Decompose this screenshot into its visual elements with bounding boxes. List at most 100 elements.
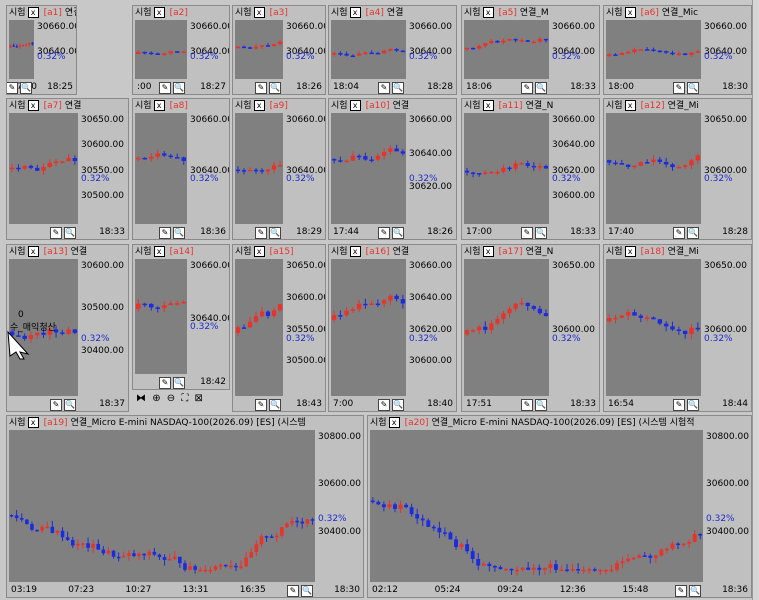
close-icon[interactable]: x [153,246,165,257]
candlestick-plot[interactable] [331,259,406,396]
pencil-icon[interactable]: ✎ [255,227,267,239]
close-icon[interactable]: x [27,100,39,111]
candlestick-plot[interactable] [370,430,703,582]
close-icon[interactable]: x [153,100,165,111]
close-icon[interactable]: x [482,246,494,257]
magnifier-icon[interactable]: 🔍 [173,82,185,94]
pencil-icon[interactable]: ✎ [378,227,390,239]
chart-pane-a11[interactable]: 시험 x [a11] 연결_N 30660.00 30640.00 30620.00 3060… [461,98,600,240]
pencil-icon[interactable]: ✎ [378,399,390,411]
pencil-icon[interactable]: ✎ [159,377,171,389]
close-icon[interactable]: x [388,417,400,428]
chart-pane-a16[interactable]: 시험 x [a16] 연결 30660.00 30640.00 30620.00 30600.… [328,244,457,412]
close-icon[interactable]: x [624,246,636,257]
magnifier-icon[interactable]: 🔍 [173,377,185,389]
candlestick-plot[interactable] [606,259,701,396]
pencil-icon[interactable]: ✎ [378,82,390,94]
close-icon[interactable]: x [27,417,39,428]
pencil-icon[interactable]: ✎ [673,227,685,239]
candlestick-plot[interactable] [135,20,187,79]
magnifier-icon[interactable]: 🔍 [392,227,404,239]
pencil-icon[interactable]: ✎ [50,227,62,239]
magnifier-icon[interactable]: 🔍 [301,585,313,597]
magnifier-icon[interactable]: 🔍 [173,227,185,239]
close-icon[interactable]: x [153,7,165,18]
chart-pane-a7[interactable]: 시험 x [a7] 연결 30650.00 30600.00 30550.00 30500.0… [6,98,129,240]
chart-pane-a13[interactable]: 시험 x [a13] 연결 30600.00 30500.00 30400.00 0.32% 1… [6,244,129,412]
pencil-icon[interactable]: ✎ [521,399,533,411]
close-icon[interactable]: x [482,7,494,18]
close-icon[interactable]: x [27,7,39,18]
candlestick-plot[interactable] [9,20,34,79]
close-icon[interactable]: x [482,100,494,111]
magnifier-icon[interactable]: 🔍 [687,399,699,411]
magnifier-icon[interactable]: 🔍 [535,399,547,411]
chart-pane-a1[interactable]: 시험x[a1]연결30660.0030640.000.32%17:3018:25… [6,5,77,95]
magnifier-icon[interactable]: 🔍 [269,227,281,239]
candlestick-plot[interactable] [9,430,315,582]
zoom-in-icon[interactable]: ⊕ [152,393,161,404]
candlestick-plot[interactable] [9,113,78,224]
chart-pane-a6[interactable]: 시험 x [a6] 연결_Mic 30660.00 30640.00 0.32% 18:00 1… [603,5,752,95]
pencil-icon[interactable]: ✎ [521,227,533,239]
candlestick-plot[interactable] [135,113,187,224]
chart-pane-a12[interactable]: 시험 x [a12] 연결_Mi 30650.00 30600.00 0.32% 17:40 1… [603,98,752,240]
chart-pane-a10[interactable]: 시험 x [a10] 연결 30660.00 30640.00 30620.00 0.32% 1… [328,98,457,240]
close-icon[interactable]: x [349,7,361,18]
close-icon[interactable]: x [27,246,39,257]
candlestick-plot[interactable] [235,20,283,79]
close-icon[interactable]: x [349,100,361,111]
close-icon[interactable]: x [253,246,265,257]
close-icon[interactable]: x [624,100,636,111]
chart-pane-a14[interactable]: 시험 x [a14] 30660.00 30640.00 0.32% 18:42 ✎ 🔍 [132,244,230,390]
close-icon[interactable]: x [253,7,265,18]
chart-pane-a19[interactable]: 시험 x [a19] 연결_Micro E-mini NASDAQ-100(2026.… [6,415,364,598]
pencil-icon[interactable]: ✎ [255,399,267,411]
chart-pane-a17[interactable]: 시험 x [a17] 연결_N 30650.00 30600.00 0.32% 17:51 18… [461,244,600,412]
candlestick-plot[interactable] [235,113,283,224]
candlestick-plot[interactable] [135,259,187,374]
close-icon[interactable]: x [253,100,265,111]
pencil-icon[interactable]: ✎ [50,399,62,411]
pencil-icon[interactable]: ✎ [521,82,533,94]
magnifier-icon[interactable]: 🔍 [64,399,76,411]
magnifier-icon[interactable]: 🔍 [269,82,281,94]
candlestick-plot[interactable] [331,20,406,79]
pencil-icon[interactable]: ✎ [675,585,687,597]
close-icon[interactable]: x [349,246,361,257]
chart-pane-a9[interactable]: 시험 x [a9] 30660.00 30640.00 0.32% 18:29 ✎ 🔍 [232,98,326,240]
candlestick-plot[interactable] [464,259,549,396]
candlestick-plot[interactable] [606,20,701,79]
candlestick-plot[interactable] [464,20,549,79]
chart-pane-a8[interactable]: 시험 x [a8] 30660.00 30640.00 0.32% 18:36 ✎ 🔍 [132,98,230,240]
fit-icon[interactable]: ⛶ [181,393,189,404]
pencil-icon[interactable]: ✎ [673,82,685,94]
magnifier-icon[interactable]: 🔍 [689,585,701,597]
chart-pane-a4[interactable]: 시험 x [a4] 연결 30660.00 30640.00 0.32% 18:04 18:28… [328,5,457,95]
magnifier-icon[interactable]: 🔍 [392,399,404,411]
chart-pane-a3[interactable]: 시험 x [a3] 30660.00 30640.00 0.32% 18:26 ✎ 🔍 [232,5,326,95]
magnifier-icon[interactable]: 🔍 [64,227,76,239]
chart-pane-a18[interactable]: 시험 x [a18] 연결_Mi 30650.00 30600.00 0.32% 16:54 1… [603,244,752,412]
chart-pane-a15[interactable]: 시험 x [a15] 30650.00 30600.00 30550.00 30500.00… [232,244,326,412]
close-icon[interactable]: x [624,7,636,18]
magnifier-icon[interactable]: 🔍 [392,82,404,94]
chart-pane-a2[interactable]: 시험 x [a2] 30660.00 30640.00 0.32%:00 18:27 ✎ 🔍 [132,5,230,95]
pencil-icon[interactable]: ✎ [255,82,267,94]
candlestick-plot[interactable] [331,113,406,224]
candlestick-plot[interactable] [606,113,701,224]
candlestick-plot[interactable] [464,113,549,224]
magnifier-icon[interactable]: 🔍 [535,82,547,94]
zoom-out-icon[interactable]: ⊖ [166,393,176,404]
magnifier-icon[interactable]: 🔍 [535,227,547,239]
split-icon[interactable]: ⧓ [136,393,146,404]
chart-pane-a20[interactable]: 시험 x [a20] 연결_Micro E-mini NASDAQ-100(2026.… [367,415,752,598]
magnifier-icon[interactable]: 🔍 [687,82,699,94]
magnifier-icon[interactable]: 🔍 [269,399,281,411]
pencil-icon[interactable]: ✎ [159,227,171,239]
pencil-icon[interactable]: ✎ [287,585,299,597]
pencil-icon[interactable]: ✎ [159,82,171,94]
magnifier-icon[interactable]: 🔍 [20,82,32,94]
magnifier-icon[interactable]: 🔍 [687,227,699,239]
chart-pane-a5[interactable]: 시험 x [a5] 연결_M 30660.00 30640.00 0.32% 18:06 18:… [461,5,600,95]
